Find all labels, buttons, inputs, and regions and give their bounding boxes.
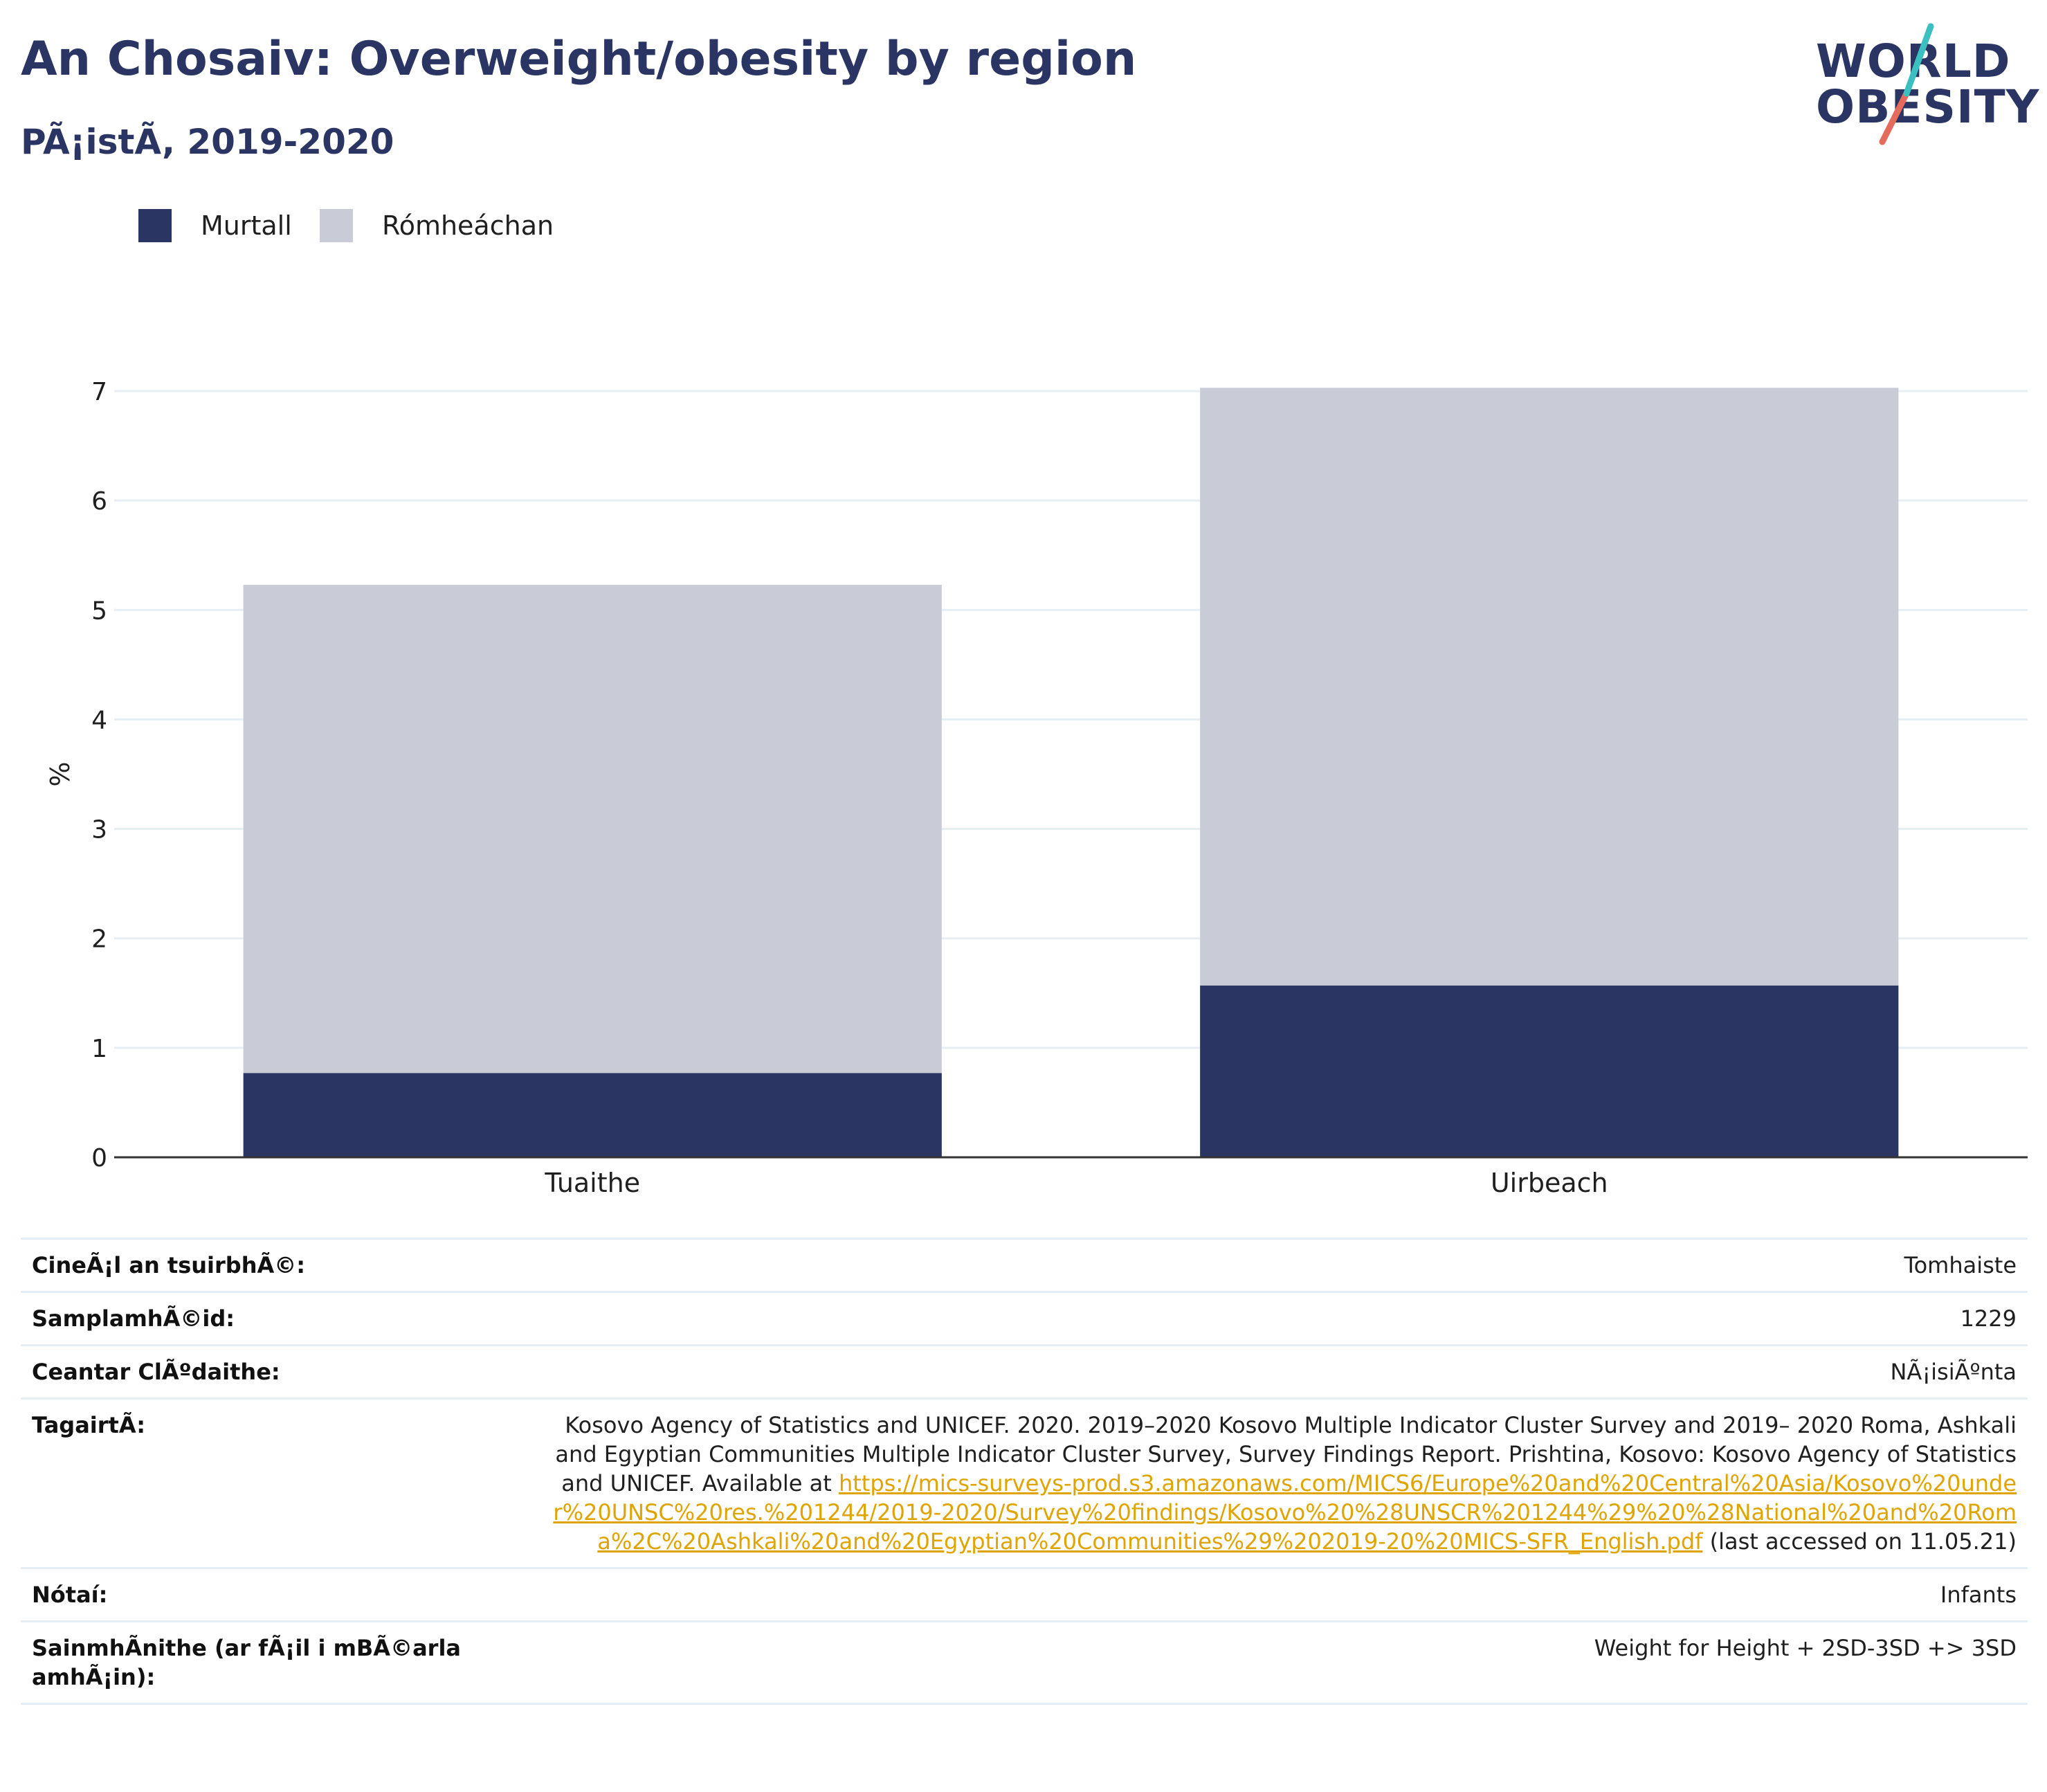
detail-value: Infants [527,1567,2028,1622]
legend-swatch-romheachan [320,209,353,242]
reference-link[interactable]: https://mics-surveys-prod.s3.amazonaws.c… [553,1470,2017,1555]
detail-key: SainmhÃnithe (ar fÃ¡il i mBÃ©arla amhÃ¡i… [21,1620,527,1705]
y-tick-label: 1 [91,1035,107,1063]
detail-key: SamplamhÃ©id: [21,1291,527,1346]
detail-value: 1229 [527,1291,2028,1346]
survey-details-table: CineÃ¡l an tsuirbhÃ©: Tomhaiste Samplamh… [21,1238,2028,1705]
table-row: Nótaí: Infants [21,1567,2028,1622]
page-title: An Chosaiv: Overweight/obesity by region [21,32,1137,87]
detail-value: Tomhaiste [527,1238,2028,1292]
bar-murtall [1200,985,1899,1157]
logo-slash-icon [1879,23,1934,145]
table-row: TagairtÃ: Kosovo Agency of Statistics an… [21,1397,2028,1568]
y-tick-label: 2 [91,925,107,954]
table-row: CineÃ¡l an tsuirbhÃ©: Tomhaiste [21,1238,2028,1292]
y-axis-label: % [44,761,74,786]
y-tick-label: 5 [91,597,107,625]
reference-text: Kosovo Agency of Statistics and UNICEF. … [555,1412,2017,1496]
table-row: Ceantar ClÃºdaithe: NÃ¡isiÃºnta [21,1344,2028,1399]
detail-key: Nótaí: [21,1567,527,1622]
table-row: SainmhÃnithe (ar fÃ¡il i mBÃ©arla amhÃ¡i… [21,1620,2028,1705]
x-tick-label: Tuaithe [544,1168,640,1198]
y-tick-label: 7 [91,378,107,406]
detail-value: NÃ¡isiÃºnta [527,1344,2028,1399]
legend-swatch-murtall [138,209,172,242]
y-tick-label: 3 [91,816,107,844]
detail-key: TagairtÃ: [21,1397,527,1568]
bar-romheachan [243,584,942,1074]
detail-key: CineÃ¡l an tsuirbhÃ©: [21,1238,527,1292]
x-tick-label: Uirbeach [1491,1168,1608,1198]
legend-label-romheachan: Rómheáchan [382,210,554,241]
y-tick-label: 6 [91,487,107,516]
reference-suffix: (last accessed on 11.05.21) [1702,1528,2017,1555]
bar-romheachan [1200,388,1899,986]
bar-murtall [243,1073,942,1157]
table-row: SamplamhÃ©id: 1229 [21,1291,2028,1346]
world-obesity-logo: WORLD OBESITY [1806,21,2039,145]
stacked-bar-chart: 0 1 2 3 4 5 6 7 Tuaithe Uirbeach% [44,378,2028,1198]
reference-value: Kosovo Agency of Statistics and UNICEF. … [527,1397,2028,1568]
page-subtitle: PÃ¡istÃ, 2019-2020 [21,122,394,162]
detail-key: Ceantar ClÃºdaithe: [21,1344,527,1399]
logo-line-2: OBESITY [1816,80,2040,134]
y-tick-label: 4 [91,706,107,734]
legend-label-murtall: Murtall [201,210,292,241]
detail-value: Weight for Height + 2SD-3SD +> 3SD [527,1620,2028,1705]
y-tick-label: 0 [91,1144,107,1173]
